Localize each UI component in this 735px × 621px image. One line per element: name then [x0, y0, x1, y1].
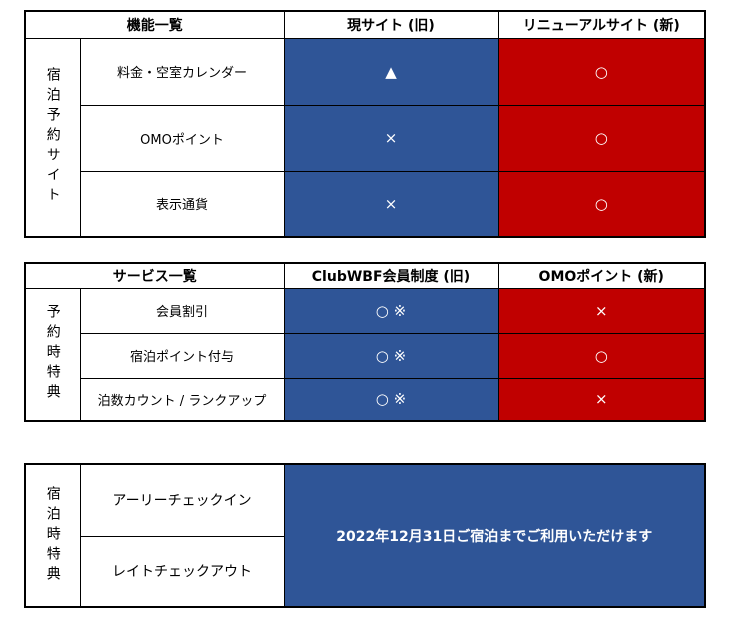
status-cell: ○	[497, 170, 706, 238]
status-cell: ○ ※	[283, 287, 499, 334]
status-cell: ○ ※	[283, 332, 499, 379]
table: 宿泊時特典 アーリーチェックイン 2022年12月31日ご宿泊までご利用いただけます…	[24, 463, 706, 608]
status-cell: ×	[497, 377, 706, 422]
header-cell: リニューアルサイト (新)	[497, 10, 706, 39]
header-cell: OMOポイント (新)	[497, 262, 706, 289]
item-label: OMOポイント	[79, 104, 285, 172]
group-label: 予約時特典	[24, 287, 81, 422]
group-label: 宿泊時特典	[24, 463, 81, 608]
status-cell: ○	[497, 104, 706, 172]
row: レイトチェックアウト	[25, 535, 705, 608]
header-cell: 現サイト (旧)	[283, 10, 499, 39]
header-row: サービス一覧 ClubWBF会員制度 (旧) OMOポイント (新)	[24, 262, 706, 289]
item-label: 料金・空室カレンダー	[79, 37, 285, 106]
item-label: 会員割引	[79, 287, 285, 334]
note-cell: 2022年12月31日ご宿泊までご利用いただけます	[283, 463, 706, 608]
item-label: レイトチェックアウト	[79, 535, 285, 608]
table: サービス一覧 ClubWBF会員制度 (旧) OMOポイント (新) 予約時特典 会員割…	[24, 262, 706, 422]
row: OMOポイント × ○	[25, 104, 706, 172]
item-label: アーリーチェックイン	[79, 463, 285, 537]
row: 宿泊予約サイト 料金・空室カレンダー ▲ ○	[24, 37, 706, 238]
item-label: 宿泊ポイント付与	[79, 332, 285, 379]
header-cell: 機能一覧	[24, 10, 285, 39]
status-cell: ×	[283, 104, 499, 172]
item-label: 泊数カウント / ランクアップ	[79, 377, 285, 422]
row: 表示通貨 × ○	[25, 170, 706, 238]
header-cell: サービス一覧	[24, 262, 285, 289]
row: 泊数カウント / ランクアップ ○ ※ ×	[25, 377, 706, 422]
status-cell: ○ ※	[283, 377, 499, 422]
item-label: 表示通貨	[79, 170, 285, 238]
status-cell: ○	[497, 37, 706, 106]
table: 機能一覧 現サイト (旧) リニューアルサイト (新) 宿泊予約サイト 料金・空室カレン…	[24, 10, 706, 238]
row: 宿泊時特典 アーリーチェックイン 2022年12月31日ご宿泊までご利用いただけます	[24, 463, 706, 608]
status-cell: ×	[497, 287, 706, 334]
status-cell: ▲	[283, 37, 499, 106]
group-label: 宿泊予約サイト	[24, 37, 81, 238]
row: 宿泊ポイント付与 ○ ※ ○	[25, 332, 706, 379]
header-row: 機能一覧 現サイト (旧) リニューアルサイト (新)	[24, 10, 706, 39]
status-cell: ○	[497, 332, 706, 379]
header-cell: ClubWBF会員制度 (旧)	[283, 262, 499, 289]
status-cell: ×	[283, 170, 499, 238]
row: 予約時特典 会員割引 ○ ※ ×	[24, 287, 706, 422]
